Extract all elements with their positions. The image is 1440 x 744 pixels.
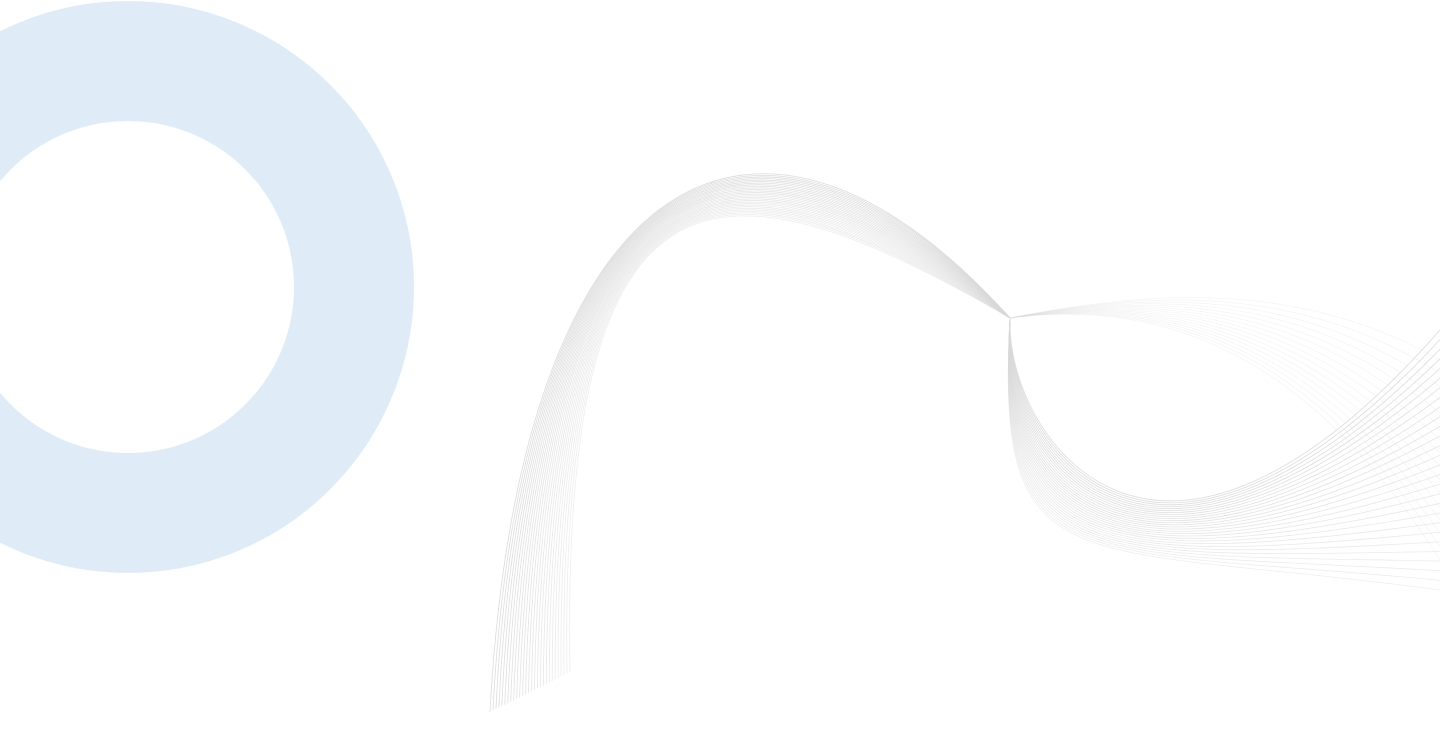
wave-line — [525, 192, 1440, 695]
wave-line — [1009, 299, 1440, 374]
wave-line — [519, 189, 1440, 698]
wave-line — [1009, 308, 1440, 454]
wave-line — [1009, 310, 1440, 481]
wave-line — [545, 203, 1440, 684]
wave-line — [557, 209, 1440, 678]
wave-line — [1009, 306, 1440, 427]
wave-line — [1009, 311, 1440, 494]
wave-line — [1009, 312, 1440, 534]
wave-line — [554, 207, 1440, 680]
wave-line — [548, 204, 1440, 683]
wave-line — [1009, 311, 1440, 507]
wave-line — [563, 212, 1440, 675]
wave-line-group — [489, 173, 1440, 713]
wave-line — [1009, 303, 1440, 401]
wave-line — [531, 195, 1440, 692]
wave-line — [1009, 313, 1440, 561]
wave-line — [1009, 312, 1440, 521]
wave-line — [501, 179, 1440, 707]
wave-line — [1009, 301, 1440, 387]
wave-line — [1009, 304, 1440, 414]
wave-line — [504, 181, 1440, 705]
wave-line — [560, 210, 1440, 677]
wave-line — [566, 213, 1440, 674]
wave-line — [489, 173, 1440, 713]
wave-line — [498, 178, 1440, 708]
wave-line — [1009, 309, 1440, 467]
wave-line — [1009, 313, 1440, 547]
wave-line — [1009, 307, 1440, 441]
wave-line — [513, 185, 1440, 701]
wave-line — [551, 206, 1440, 681]
wave-line — [569, 215, 1440, 673]
wave-line — [1009, 297, 1440, 361]
wave-line — [522, 190, 1440, 696]
wave-line — [528, 193, 1440, 693]
wave-line — [510, 184, 1440, 702]
wave-line — [516, 187, 1440, 699]
wave-line — [537, 198, 1440, 689]
wave-line — [492, 174, 1440, 711]
ring-shape — [0, 1, 414, 573]
wave-line — [539, 200, 1440, 687]
wave-line — [507, 182, 1440, 704]
wave-line — [542, 201, 1440, 686]
wave-line — [534, 196, 1440, 690]
wave-line — [495, 176, 1440, 710]
